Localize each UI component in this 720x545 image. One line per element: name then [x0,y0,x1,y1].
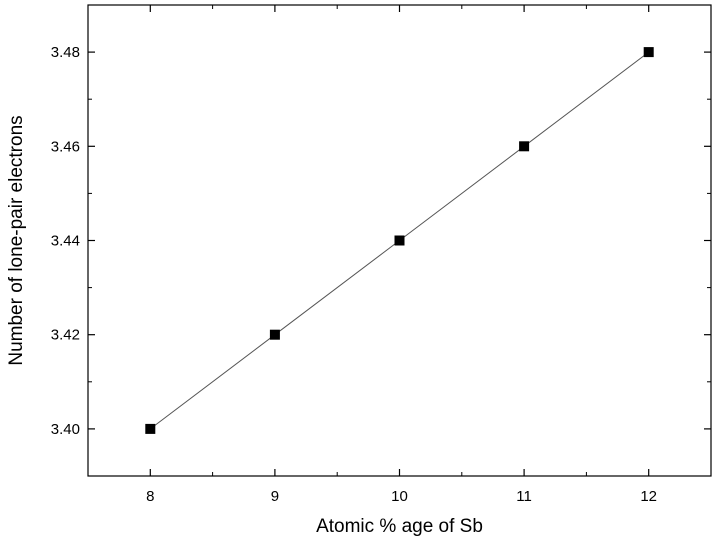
data-point-marker [394,235,405,246]
x-tick-label: 12 [640,488,657,505]
data-point-marker [145,423,156,434]
x-tick-label: 8 [146,488,154,505]
x-axis-title: Atomic % age of Sb [316,516,483,537]
y-tick-label: 3.46 [51,138,80,155]
data-point-marker [519,141,530,152]
x-tick-label: 11 [516,488,532,505]
y-axis: 3.40 3.42 3.44 3.46 3.48 [51,4,711,477]
x-axis: 8 9 10 11 12 [146,5,657,505]
y-tick-label: 3.48 [51,44,80,61]
y-tick-label: 3.40 [51,421,80,438]
y-tick-label: 3.44 [51,233,80,250]
data-point-marker [643,47,654,58]
x-tick-label: 9 [271,488,279,505]
series-layer [145,47,654,434]
x-tick-label: 10 [391,488,408,505]
y-axis-title: Number of lone-pair electrons [6,115,27,365]
y-tick-label: 3.42 [51,327,80,344]
data-point-marker [269,329,280,340]
